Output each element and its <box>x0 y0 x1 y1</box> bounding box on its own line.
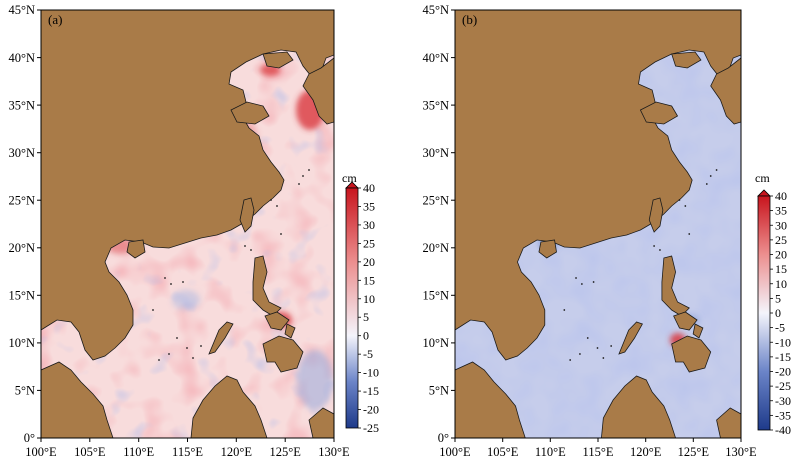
panel-b-colorbar-tick-label: 0 <box>775 306 781 320</box>
panel-a-y-tick-label: 40°N <box>8 51 35 65</box>
panel-b-colorbar-tick-label: 20 <box>775 248 787 262</box>
panel-a-colorbar-tick-label: 0 <box>363 329 369 343</box>
panel-a-y-tick-label: 35°N <box>8 98 35 112</box>
panel-b-x-tick-label: 120°E <box>630 445 662 459</box>
panel-b-colorbar-tick-label: -20 <box>775 365 791 379</box>
panel-a-y-axis: 0° 5°N 10°N 15°N 20°N 25°N 30°N 35°N 40°… <box>8 3 41 445</box>
panel-b-colorbar: cm 4035302520151050-5-10-15-20-25-30-35-… <box>755 171 791 437</box>
panel-a-y-tick-label: 0° <box>24 431 35 445</box>
panel-b-y-tick-label: 45°N <box>422 3 449 17</box>
panel-a-colorbar: cm 40 35 30 25 20 15 10 5 0 -5 -10 -15 -20 -25 <box>342 171 379 435</box>
panel-b-colorbar-tick-label: -15 <box>775 350 791 364</box>
panel-a-x-tick-label: 130°E <box>318 445 350 459</box>
panel-a-y-tick-label: 30°N <box>8 146 35 160</box>
panel-a-label: (a) <box>48 12 62 27</box>
panel-b-colorbar-tick-label: -5 <box>775 321 785 335</box>
panel-b-map: (b) <box>455 10 741 438</box>
panel-a-y-tick-label: 15°N <box>8 289 35 303</box>
panel-a-colorbar-bar <box>345 187 359 429</box>
panel-a-colorbar-tick-label: -15 <box>363 384 379 398</box>
panel-a-x-tick-label: 105°E <box>74 445 106 459</box>
panel-a-x-tick-label: 125°E <box>270 445 302 459</box>
panel-b-colorbar-tick-label: 15 <box>775 262 787 276</box>
panel-b-label: (b) <box>462 12 477 27</box>
panel-a-x-tick-label: 115°E <box>172 445 203 459</box>
panel-a-x-ticks <box>40 438 335 442</box>
panel-a-colorbar-tick-label: 15 <box>363 273 375 287</box>
panel-a-colorbar-tick-label: -20 <box>363 403 379 417</box>
panel-b-y-tick-label: 5°N <box>429 384 449 398</box>
panel-b-colorbar-tick-label: 35 <box>775 204 787 218</box>
panel-a: (a) 100°E 105°E 110°E 115°E 120°E 125°E … <box>8 3 379 459</box>
panel-a-x-tick-label: 120°E <box>221 445 253 459</box>
panel-a-y-tick-label: 20°N <box>8 241 35 255</box>
panel-a-colorbar-tick-label: 20 <box>363 255 375 269</box>
panel-a-colorbar-tick-label: 5 <box>363 310 369 324</box>
panel-b-colorbar-tick-label: 5 <box>775 291 781 305</box>
panel-a-x-tick-label: 110°E <box>123 445 154 459</box>
panel-b-x-tick-label: 125°E <box>678 445 710 459</box>
panel-a-colorbar-tick-label: 35 <box>363 199 375 213</box>
panel-b-colorbar-tick-label: -10 <box>775 335 791 349</box>
panel-b-y-tick-label: 30°N <box>422 146 449 160</box>
panel-a-colorbar-tick-label: 10 <box>363 292 375 306</box>
panel-b-x-tick-label: 110°E <box>535 445 566 459</box>
panel-a-map: (a) <box>41 10 334 438</box>
panel-b-colorbar-tick-label: -40 <box>775 423 791 437</box>
panel-a-y-tick-label: 45°N <box>8 3 35 17</box>
panel-a-colorbar-ticks: 40 35 30 25 20 15 10 5 0 -5 -10 -15 -20 -25 <box>358 181 379 435</box>
panel-b-x-tick-label: 105°E <box>487 445 519 459</box>
panel-b-y-ticks <box>451 9 455 439</box>
panel-b-colorbar-arrow <box>757 189 771 197</box>
panel-a-y-tick-label: 25°N <box>8 193 35 207</box>
panel-b-colorbar-bar <box>757 195 771 431</box>
panel-b-y-tick-label: 20°N <box>422 241 449 255</box>
panel-b-y-axis: 0° 5°N 10°N 15°N 20°N 25°N 30°N 35°N 40°… <box>422 3 455 445</box>
panel-a-colorbar-tick-label: 40 <box>363 181 375 195</box>
panel-a-colorbar-tick-label: -5 <box>363 347 373 361</box>
panel-b-colorbar-tick-label: -25 <box>775 379 791 393</box>
panel-b-y-tick-label: 15°N <box>422 289 449 303</box>
panel-a-y-tick-label: 10°N <box>8 336 35 350</box>
panel-b-y-tick-label: 10°N <box>422 336 449 350</box>
panel-a-colorbar-tick-label: -10 <box>363 366 379 380</box>
panel-b-x-tick-label: 115°E <box>583 445 614 459</box>
panel-b: (b) 100°E 105°E 110°E 115°E 120°E 125°E … <box>422 3 791 459</box>
panel-a-colorbar-tick-label: 30 <box>363 218 375 232</box>
panel-b-colorbar-tick-label: -30 <box>775 394 791 408</box>
panel-b-y-tick-label: 40°N <box>422 51 449 65</box>
panel-b-x-ticks <box>454 438 742 442</box>
panel-b-y-tick-label: 35°N <box>422 98 449 112</box>
panel-b-colorbar-tick-label: 40 <box>775 189 787 203</box>
panel-b-y-tick-label: 25°N <box>422 193 449 207</box>
panel-b-x-tick-label: 130°E <box>725 445 757 459</box>
panel-a-x-axis: 100°E 105°E 110°E 115°E 120°E 125°E 130°… <box>25 438 350 459</box>
panel-a-x-tick-label: 100°E <box>25 445 57 459</box>
panel-b-colorbar-unit: cm <box>755 171 770 185</box>
panel-b-colorbar-tick-label: 10 <box>775 277 787 291</box>
panel-a-colorbar-tick-label: -25 <box>363 421 379 435</box>
panel-a-colorbar-unit: cm <box>342 171 357 185</box>
panel-b-x-tick-label: 100°E <box>439 445 471 459</box>
panel-b-x-axis: 100°E 105°E 110°E 115°E 120°E 125°E 130°… <box>439 438 757 459</box>
panel-a-y-tick-label: 5°N <box>15 384 35 398</box>
panel-b-colorbar-tick-label: 30 <box>775 218 787 232</box>
panel-a-y-ticks <box>37 9 41 439</box>
panel-b-colorbar-tick-label: 25 <box>775 233 787 247</box>
panel-b-colorbar-tick-label: -35 <box>775 408 791 422</box>
panel-b-y-tick-label: 0° <box>438 431 449 445</box>
panel-a-colorbar-tick-label: 25 <box>363 236 375 250</box>
